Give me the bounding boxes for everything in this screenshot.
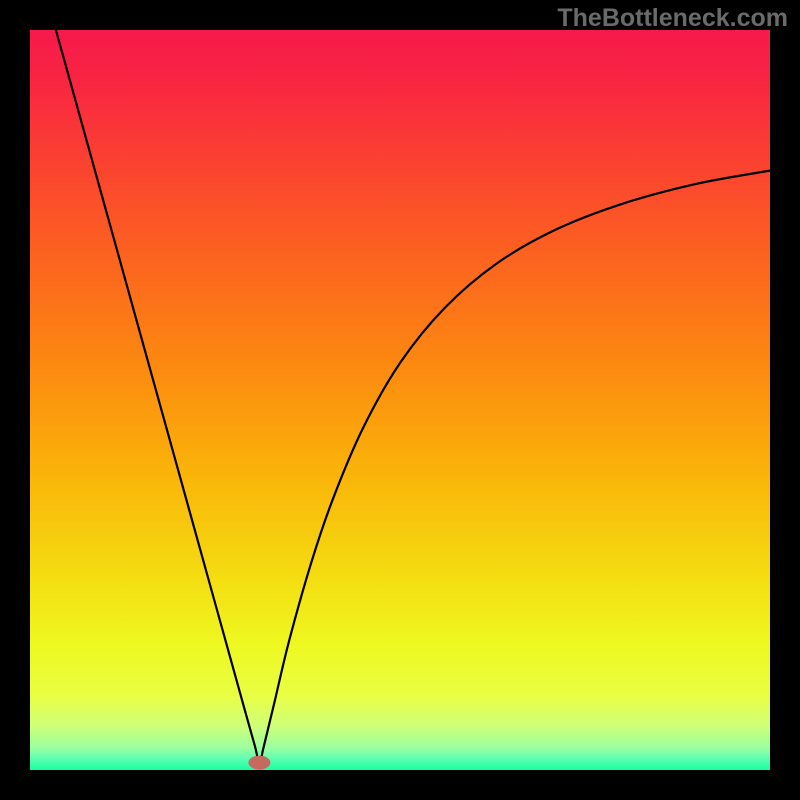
minimum-marker: [248, 756, 270, 770]
watermark-text: TheBottleneck.com: [557, 4, 788, 33]
bottleneck-chart: TheBottleneck.com: [0, 0, 800, 800]
chart-svg: [0, 0, 800, 800]
plot-area: [30, 30, 770, 770]
